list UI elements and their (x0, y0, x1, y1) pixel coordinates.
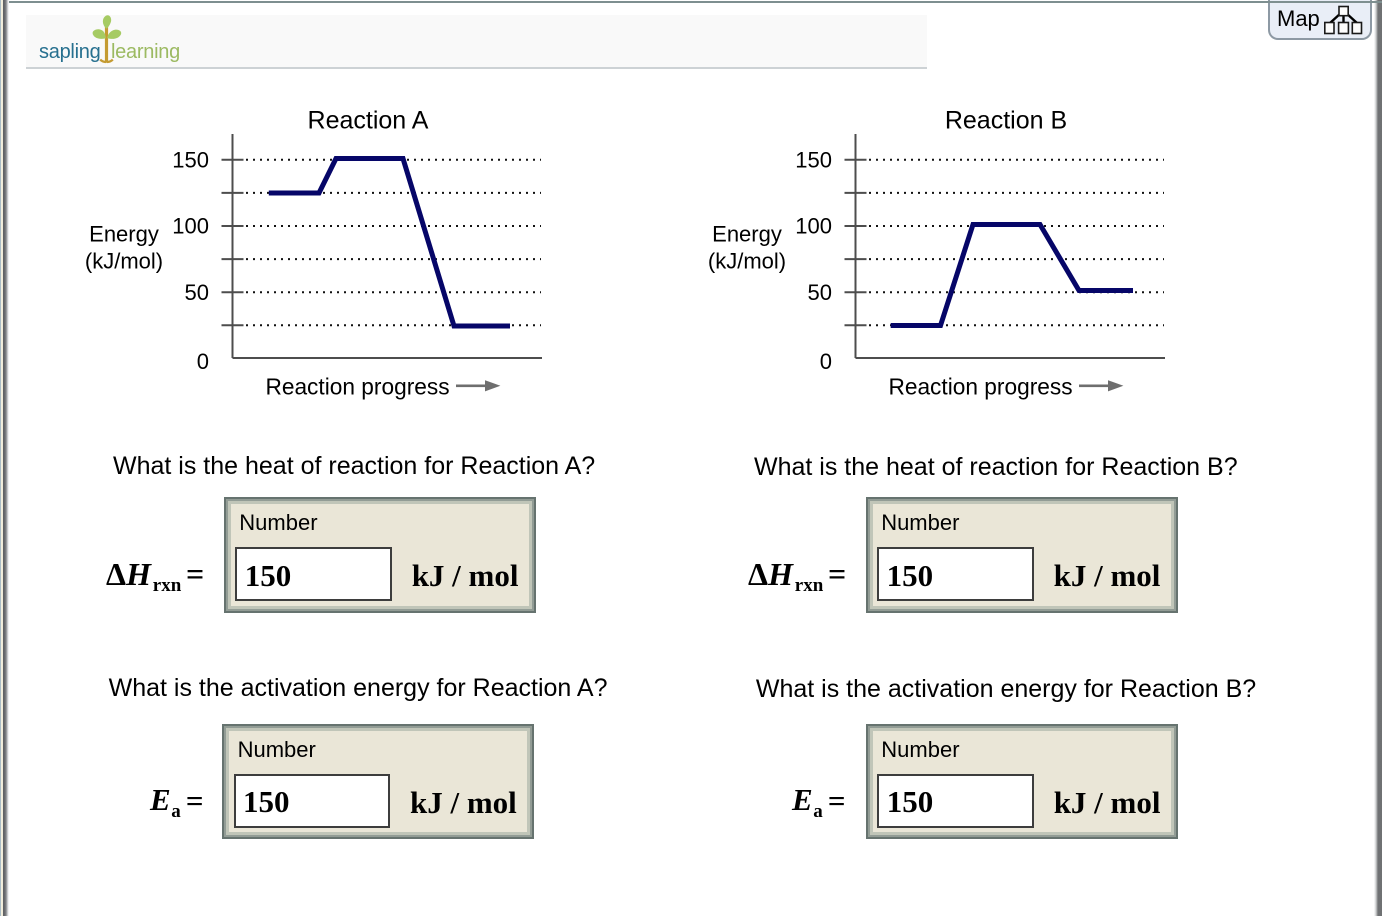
svg-text:(kJ/mol): (kJ/mol) (85, 248, 163, 273)
svg-text:50: 50 (808, 280, 832, 305)
svg-text:50: 50 (185, 280, 209, 305)
svg-text:150: 150 (172, 148, 209, 173)
svg-text:Reaction B: Reaction B (945, 107, 1067, 135)
svg-text:Energy: Energy (89, 221, 159, 246)
svg-text:Energy: Energy (712, 221, 782, 246)
svg-text:(kJ/mol): (kJ/mol) (708, 248, 786, 273)
svg-text:100: 100 (172, 214, 209, 239)
svg-text:Reaction A: Reaction A (308, 107, 429, 135)
svg-text:Reaction progress: Reaction progress (265, 374, 449, 400)
svg-text:0: 0 (197, 349, 209, 374)
svg-text:100: 100 (795, 214, 832, 239)
svg-text:Reaction progress: Reaction progress (888, 374, 1072, 400)
svg-text:150: 150 (795, 148, 832, 173)
svg-text:0: 0 (820, 349, 832, 374)
